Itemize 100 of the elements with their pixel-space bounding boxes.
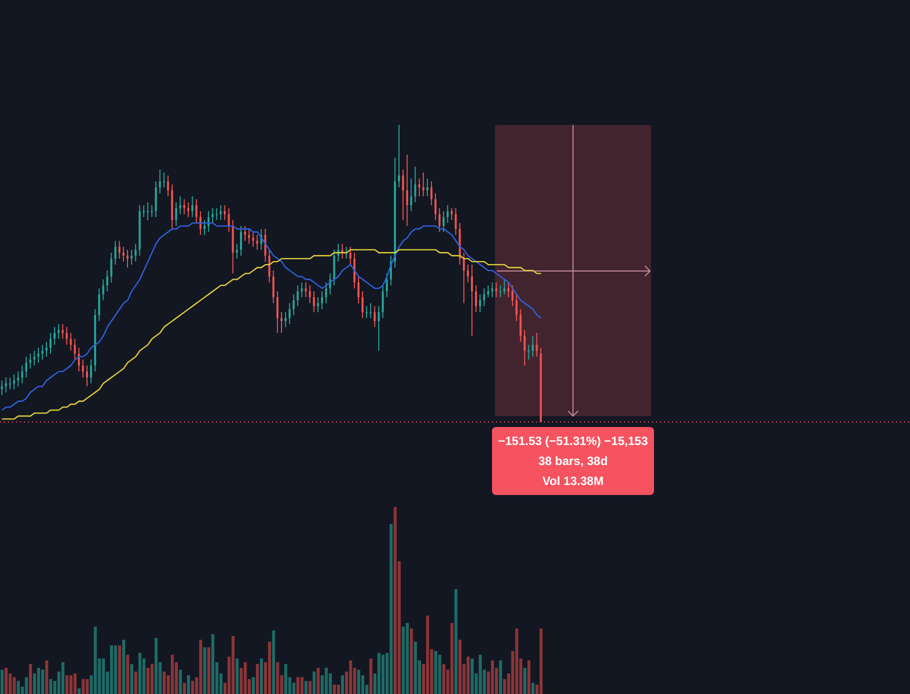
candlestick bbox=[199, 210, 202, 236]
candlestick bbox=[162, 172, 165, 188]
candlestick bbox=[240, 225, 242, 256]
text: −151.53 (−51.31%) −15,153 bbox=[497, 433, 649, 450]
text: 38 bars, 38d bbox=[537, 453, 609, 470]
bar bbox=[110, 645, 114, 694]
bar bbox=[61, 662, 64, 694]
bar bbox=[268, 642, 272, 694]
candlestick bbox=[382, 284, 384, 319]
candlestick bbox=[507, 282, 510, 298]
bar bbox=[114, 645, 118, 694]
candlestick bbox=[98, 288, 100, 322]
candlestick bbox=[499, 284, 502, 298]
bar bbox=[340, 675, 344, 694]
bar bbox=[138, 652, 142, 694]
candlestick bbox=[418, 178, 420, 197]
bar bbox=[426, 615, 430, 694]
candlestick bbox=[150, 204, 153, 218]
bar bbox=[126, 654, 130, 694]
candlestick bbox=[511, 284, 514, 307]
bar bbox=[24, 677, 28, 694]
candlestick bbox=[33, 350, 36, 366]
candlestick bbox=[362, 290, 364, 319]
candlestick bbox=[8, 376, 11, 390]
candlestick bbox=[280, 312, 282, 334]
candlestick bbox=[475, 284, 478, 313]
candlestick bbox=[86, 365, 88, 387]
candlestick bbox=[50, 332, 52, 354]
candlestick bbox=[74, 338, 76, 360]
bar bbox=[478, 654, 482, 694]
bar bbox=[236, 658, 239, 694]
candlestick bbox=[410, 178, 412, 212]
bar bbox=[162, 672, 166, 694]
candlestick bbox=[17, 371, 20, 387]
candlestick bbox=[118, 240, 120, 260]
candlestick bbox=[220, 204, 222, 221]
bar bbox=[256, 664, 259, 694]
candlestick bbox=[158, 169, 161, 194]
candlestick bbox=[446, 204, 449, 224]
candlestick bbox=[25, 356, 28, 378]
candlestick bbox=[333, 249, 336, 286]
candlestick bbox=[216, 208, 218, 221]
candlestick bbox=[187, 202, 190, 218]
bar bbox=[65, 675, 68, 694]
candlestick bbox=[146, 202, 149, 221]
bar bbox=[382, 654, 385, 694]
candlestick bbox=[244, 225, 246, 242]
candlestick bbox=[126, 249, 129, 268]
bar bbox=[458, 640, 462, 694]
bar bbox=[182, 682, 186, 694]
bar bbox=[187, 675, 190, 694]
candlestick bbox=[353, 252, 356, 289]
candlestick bbox=[248, 228, 250, 244]
candlestick bbox=[41, 344, 44, 360]
candlestick bbox=[292, 294, 295, 316]
candlestick bbox=[300, 282, 303, 298]
candlestick bbox=[90, 359, 92, 384]
candlestick bbox=[288, 302, 291, 324]
bar bbox=[304, 680, 308, 694]
bar bbox=[336, 684, 340, 694]
candlestick bbox=[4, 376, 7, 393]
candlestick bbox=[179, 196, 182, 215]
candlestick bbox=[21, 365, 24, 384]
candlestick bbox=[483, 288, 486, 307]
candlestick bbox=[54, 326, 56, 346]
candlestick bbox=[398, 125, 400, 188]
candlestick bbox=[386, 273, 388, 298]
candlestick bbox=[503, 278, 506, 295]
candlestick bbox=[378, 306, 380, 352]
bar bbox=[454, 589, 458, 694]
candlestick bbox=[312, 290, 315, 313]
bar bbox=[41, 670, 44, 694]
candlestick bbox=[532, 335, 534, 358]
bar bbox=[450, 622, 454, 694]
candlestick bbox=[37, 347, 40, 364]
candlestick bbox=[106, 270, 108, 292]
candlestick bbox=[66, 326, 68, 346]
candlestick bbox=[462, 252, 465, 304]
bar bbox=[232, 636, 235, 694]
bar bbox=[369, 658, 372, 694]
bar bbox=[69, 675, 72, 694]
bar bbox=[28, 664, 32, 694]
candlestick bbox=[284, 312, 287, 328]
bar bbox=[191, 680, 194, 694]
bar bbox=[37, 668, 40, 694]
candlestick bbox=[204, 220, 206, 236]
bar bbox=[45, 660, 48, 694]
candlestick bbox=[495, 282, 498, 298]
bar bbox=[527, 660, 530, 694]
bar bbox=[438, 654, 442, 694]
bar bbox=[515, 628, 518, 694]
candlestick bbox=[414, 166, 416, 203]
bar bbox=[0, 670, 4, 694]
candlestick bbox=[0, 380, 3, 396]
candlestick bbox=[272, 270, 274, 304]
candlestick bbox=[470, 264, 473, 336]
candlestick bbox=[308, 284, 311, 304]
candlestick bbox=[142, 204, 145, 218]
candlestick bbox=[426, 178, 428, 197]
bar bbox=[312, 672, 316, 694]
